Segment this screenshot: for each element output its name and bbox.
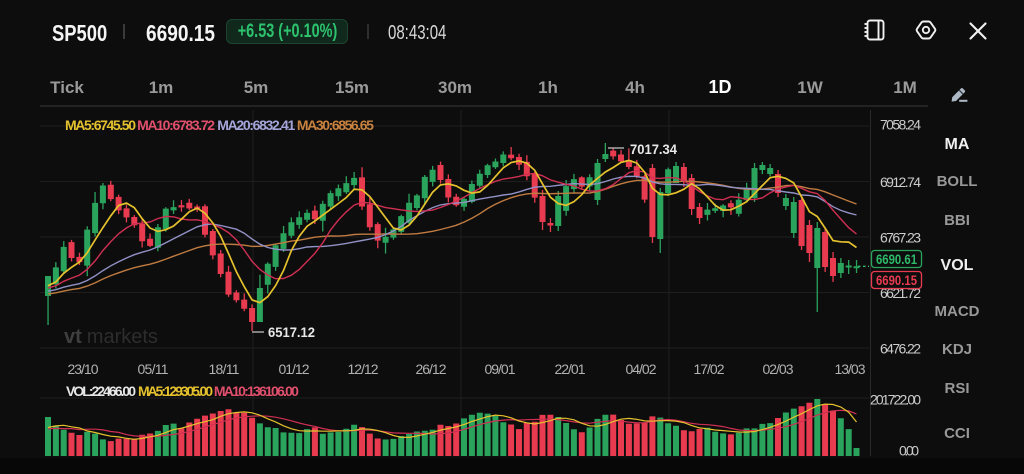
svg-text:6767.23: 6767.23	[880, 230, 921, 246]
svg-text:0.00: 0.00	[899, 443, 919, 459]
svg-text:04/02: 04/02	[626, 361, 657, 377]
svg-text:02/03: 02/03	[763, 361, 794, 377]
svg-text:7017.34: 7017.34	[630, 141, 677, 157]
svg-text:6690.15: 6690.15	[876, 272, 917, 288]
svg-text:05/11: 05/11	[138, 361, 169, 377]
svg-text:26/12: 26/12	[416, 361, 447, 377]
svg-text:18/11: 18/11	[209, 361, 240, 377]
svg-text:201722.00: 201722.00	[870, 392, 921, 408]
svg-text:22/01: 22/01	[555, 361, 586, 377]
svg-text:12/12: 12/12	[348, 361, 379, 377]
svg-text:7058.24: 7058.24	[880, 117, 921, 133]
svg-text:6912.74: 6912.74	[880, 174, 921, 190]
svg-text:17/02: 17/02	[694, 361, 725, 377]
svg-text:6476.22: 6476.22	[880, 341, 921, 357]
svg-text:6690.61: 6690.61	[876, 251, 917, 267]
svg-text:13/03: 13/03	[835, 361, 866, 377]
svg-text:09/01: 09/01	[485, 361, 516, 377]
svg-text:6517.12: 6517.12	[268, 324, 315, 340]
svg-text:23/10: 23/10	[68, 361, 99, 377]
svg-text:01/12: 01/12	[279, 361, 310, 377]
